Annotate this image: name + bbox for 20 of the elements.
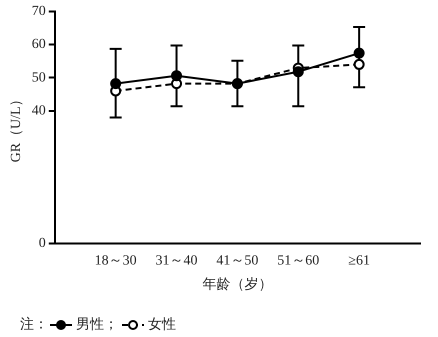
point xyxy=(292,66,304,78)
y-tick-label: 70 xyxy=(32,4,46,20)
x-tick-label: 31～40 xyxy=(156,253,198,268)
point xyxy=(171,70,182,82)
x-tick-label: ≥61 xyxy=(348,253,370,268)
x-tick-label: 41～50 xyxy=(216,253,258,268)
y-tick-label: 40 xyxy=(32,104,46,118)
point xyxy=(354,58,365,70)
x-tick-label: 51～60 xyxy=(277,253,320,268)
y-tick-label: 60 xyxy=(32,37,46,52)
point xyxy=(110,78,122,90)
legend-label: 女性 xyxy=(148,316,176,333)
text: 注： xyxy=(20,316,48,333)
y-tick-label: 0 xyxy=(38,236,46,252)
text: 男性； xyxy=(76,318,118,333)
y-axis-title: GR（U/L） xyxy=(9,92,24,162)
x-tick-label: 18～30 xyxy=(94,253,137,268)
y-tick-label: 50 xyxy=(32,70,46,86)
x-axis-title: 年龄（岁） xyxy=(202,276,272,292)
point xyxy=(354,48,365,59)
